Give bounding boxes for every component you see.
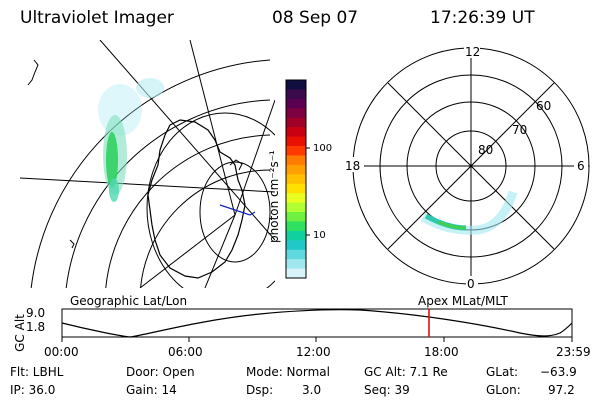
x-tick-0000: 00:00 [44,345,79,359]
seq-status: Seq: 39 [364,383,410,397]
colorbar-stripe [286,250,306,260]
lat-circle [200,162,270,262]
colorbar-stripe [286,231,306,241]
colorbar-stripe [286,259,306,269]
colorbar-scale [286,80,306,279]
lat-circle [147,113,275,288]
gc-alt-status: GC Alt: 7.1 Re [364,365,448,379]
geographic-map [20,40,275,288]
lon-line [100,40,275,240]
colorbar-stripe [286,184,306,194]
colorbar-axis-label: photon cm⁻²s⁻¹ [267,150,281,243]
filter-status: Flt: LBHL [10,365,63,379]
colorbar-stripe [286,137,306,147]
x-tick-1800: 18:00 [424,345,459,359]
lat-label-70: 70 [512,123,527,137]
colorbar-stripe [286,89,306,99]
lat-circle [65,100,270,288]
gain-status: Gain: 14 [126,383,177,397]
colorbar-stripe [286,221,306,231]
colorbar-stripe [286,240,306,250]
gc-alt-axis-label: GC Alt [13,313,27,353]
lat-circle [105,135,270,288]
y-tick-high: 9.0 [26,306,45,320]
colorbar-stripe [286,108,306,118]
door-status: Door: Open [126,365,195,379]
observation-date: 08 Sep 07 [272,8,358,28]
colorbar: 100 10 photon cm⁻²s⁻¹ [262,78,337,280]
dsp-label: Dsp: [246,383,273,397]
colorbar-tick-100: 100 [313,143,332,154]
colorbar-stripe [286,80,306,90]
x-tick-0600: 06:00 [168,345,203,359]
colorbar-tick-10: 10 [313,230,326,241]
polar-plot: 12 18 6 0 60 70 80 [338,42,600,292]
dsp-value: 3.0 [302,383,321,397]
altitude-curve [62,310,572,337]
colorbar-stripe [286,174,306,184]
colorbar-stripe [286,269,306,279]
colorbar-stripe [286,165,306,175]
mlt-label-12: 12 [465,45,480,59]
glat-label: GLat: [486,365,518,379]
y-tick-low: 1.8 [26,320,45,334]
coastline [70,240,74,248]
observation-time: 17:26:39 UT [430,8,535,28]
glon-value: 97.2 [548,383,575,397]
mlt-label-18: 18 [345,159,360,173]
colorbar-stripe [286,193,306,203]
coastline [28,60,38,85]
mlt-label-6: 6 [577,159,585,173]
colorbar-stripe [286,127,306,137]
colorbar-stripe [286,146,306,156]
mode-status: Mode: Normal [246,365,330,379]
lat-label-60: 60 [536,99,551,113]
ip-status: IP: 36.0 [10,383,55,397]
lon-line [20,178,275,192]
auroral-oval [423,192,513,230]
colorbar-stripe [286,99,306,109]
lat-label-80: 80 [478,143,493,157]
colorbar-stripe [286,203,306,213]
mlt-label-0: 0 [467,277,475,291]
colorbar-stripe [286,155,306,165]
x-tick-2359: 23:59 [556,345,591,359]
glon-label: GLon: [486,383,521,397]
glat-value: −63.9 [540,365,577,379]
x-tick-1200: 12:00 [296,345,331,359]
colorbar-stripe [286,212,306,222]
image-title: Ultraviolet Imager [20,8,174,28]
colorbar-stripe [286,118,306,128]
lon-line [140,215,235,288]
